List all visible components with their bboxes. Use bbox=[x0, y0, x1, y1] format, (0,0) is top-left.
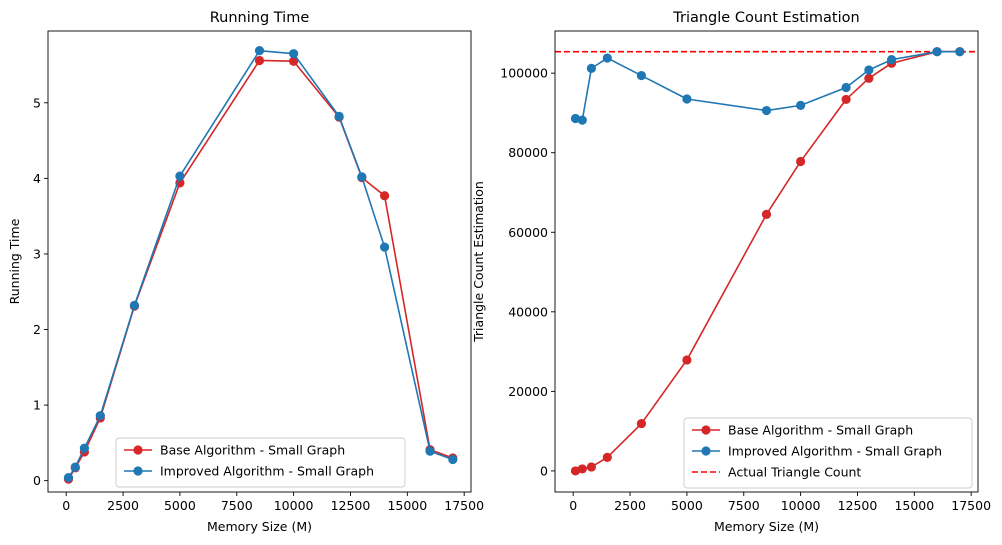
y-tick-label: 0 bbox=[33, 473, 41, 488]
y-tick-label: 2 bbox=[33, 322, 41, 337]
data-point bbox=[289, 56, 299, 66]
data-point bbox=[254, 46, 265, 56]
data-point bbox=[254, 55, 265, 66]
y-tick-label: 100000 bbox=[500, 66, 548, 81]
data-point bbox=[577, 115, 587, 125]
series-line-1 bbox=[67, 59, 454, 480]
y-tick-label: 3 bbox=[33, 246, 41, 261]
data-point bbox=[379, 242, 390, 252]
y-tick-label: 60000 bbox=[508, 225, 548, 240]
y-axis-label: Triangle Count Estimation bbox=[471, 181, 486, 343]
data-point bbox=[586, 462, 596, 472]
legend-label: Improved Algorithm - Small Graph bbox=[728, 444, 942, 459]
data-point bbox=[761, 105, 772, 116]
y-tick-label: 20000 bbox=[508, 384, 548, 399]
y-tick-label: 80000 bbox=[508, 145, 548, 160]
x-tick-label: 0 bbox=[62, 498, 70, 513]
data-point bbox=[841, 82, 851, 93]
data-point bbox=[448, 454, 458, 465]
legend-swatch-marker bbox=[133, 445, 143, 455]
legend-label: Actual Triangle Count bbox=[728, 465, 861, 480]
series-line-2 bbox=[67, 49, 454, 479]
x-tick-label: 15000 bbox=[894, 498, 934, 513]
legend: Base Algorithm - Small Graph Improved Alg… bbox=[115, 437, 406, 488]
y-tick-label: 1 bbox=[33, 398, 41, 413]
legend-label: Base Algorithm - Small Graph bbox=[160, 443, 345, 458]
legend: Base Algorithm - Small Graph Improved Alg… bbox=[683, 417, 973, 489]
data-point bbox=[636, 70, 647, 81]
y-tick-label: 40000 bbox=[508, 304, 548, 319]
x-tick-label: 2500 bbox=[614, 498, 646, 513]
data-point bbox=[636, 418, 647, 429]
x-tick-label: 10000 bbox=[781, 498, 821, 513]
legend-swatch-marker bbox=[701, 425, 711, 435]
legend-swatch-marker bbox=[701, 446, 711, 456]
x-axis-label: Memory Size (M) bbox=[207, 519, 312, 534]
data-point bbox=[886, 55, 897, 65]
chart-panel-2: Triangle Count Estimation Memory Size (M)… bbox=[471, 10, 991, 534]
chart-title: Running Time bbox=[210, 10, 310, 26]
y-axis-label: Running Time bbox=[7, 218, 22, 304]
data-point bbox=[129, 300, 140, 310]
x-tick-label: 7500 bbox=[221, 498, 253, 513]
x-axis-label: Memory Size (M) bbox=[714, 519, 819, 534]
data-point bbox=[864, 73, 874, 83]
data-point bbox=[175, 171, 185, 181]
x-tick-label: 17500 bbox=[951, 498, 991, 513]
x-tick-label: 17500 bbox=[444, 498, 484, 513]
x-tick-label: 12500 bbox=[838, 498, 878, 513]
x-tick-label: 10000 bbox=[274, 498, 314, 513]
legend-swatch-marker bbox=[133, 466, 143, 476]
data-point bbox=[932, 47, 942, 57]
plot-frame bbox=[47, 30, 472, 493]
x-tick-label: 2500 bbox=[107, 498, 139, 513]
data-point bbox=[425, 446, 435, 456]
y-tick-label: 5 bbox=[33, 95, 41, 110]
data-point bbox=[955, 47, 965, 57]
data-point bbox=[841, 94, 851, 105]
data-point bbox=[577, 464, 587, 474]
x-tick-label: 12500 bbox=[331, 498, 371, 513]
x-tick-label: 5000 bbox=[164, 498, 196, 513]
y-tick-label: 4 bbox=[33, 171, 41, 186]
data-point bbox=[334, 111, 344, 121]
data-point bbox=[79, 443, 89, 453]
data-point bbox=[586, 63, 596, 73]
legend-box bbox=[683, 417, 973, 489]
chart-title: Triangle Count Estimation bbox=[672, 10, 859, 26]
x-tick-label: 5000 bbox=[671, 498, 703, 513]
data-point bbox=[289, 49, 299, 59]
chart-panel-1: Running Time Memory Size (M) Running Time 0… bbox=[7, 10, 484, 534]
data-point bbox=[602, 53, 612, 63]
data-point bbox=[63, 473, 74, 483]
data-point bbox=[70, 462, 80, 472]
data-point bbox=[379, 191, 390, 201]
x-tick-label: 0 bbox=[569, 498, 577, 513]
legend-box bbox=[115, 437, 406, 488]
data-point bbox=[682, 94, 692, 104]
data-point bbox=[796, 156, 806, 167]
legend-label: Base Algorithm - Small Graph bbox=[728, 423, 913, 438]
x-tick-label: 7500 bbox=[728, 498, 760, 513]
y-tick-label: 0 bbox=[540, 463, 548, 478]
legend-label: Improved Algorithm - Small Graph bbox=[160, 464, 374, 479]
data-point bbox=[602, 452, 612, 462]
data-point bbox=[95, 411, 105, 421]
data-point bbox=[761, 209, 772, 219]
data-point bbox=[864, 65, 874, 75]
data-point bbox=[357, 172, 367, 182]
plot-frame bbox=[554, 30, 979, 493]
x-tick-label: 15000 bbox=[387, 498, 427, 513]
data-point bbox=[796, 100, 806, 110]
data-point bbox=[682, 355, 692, 365]
